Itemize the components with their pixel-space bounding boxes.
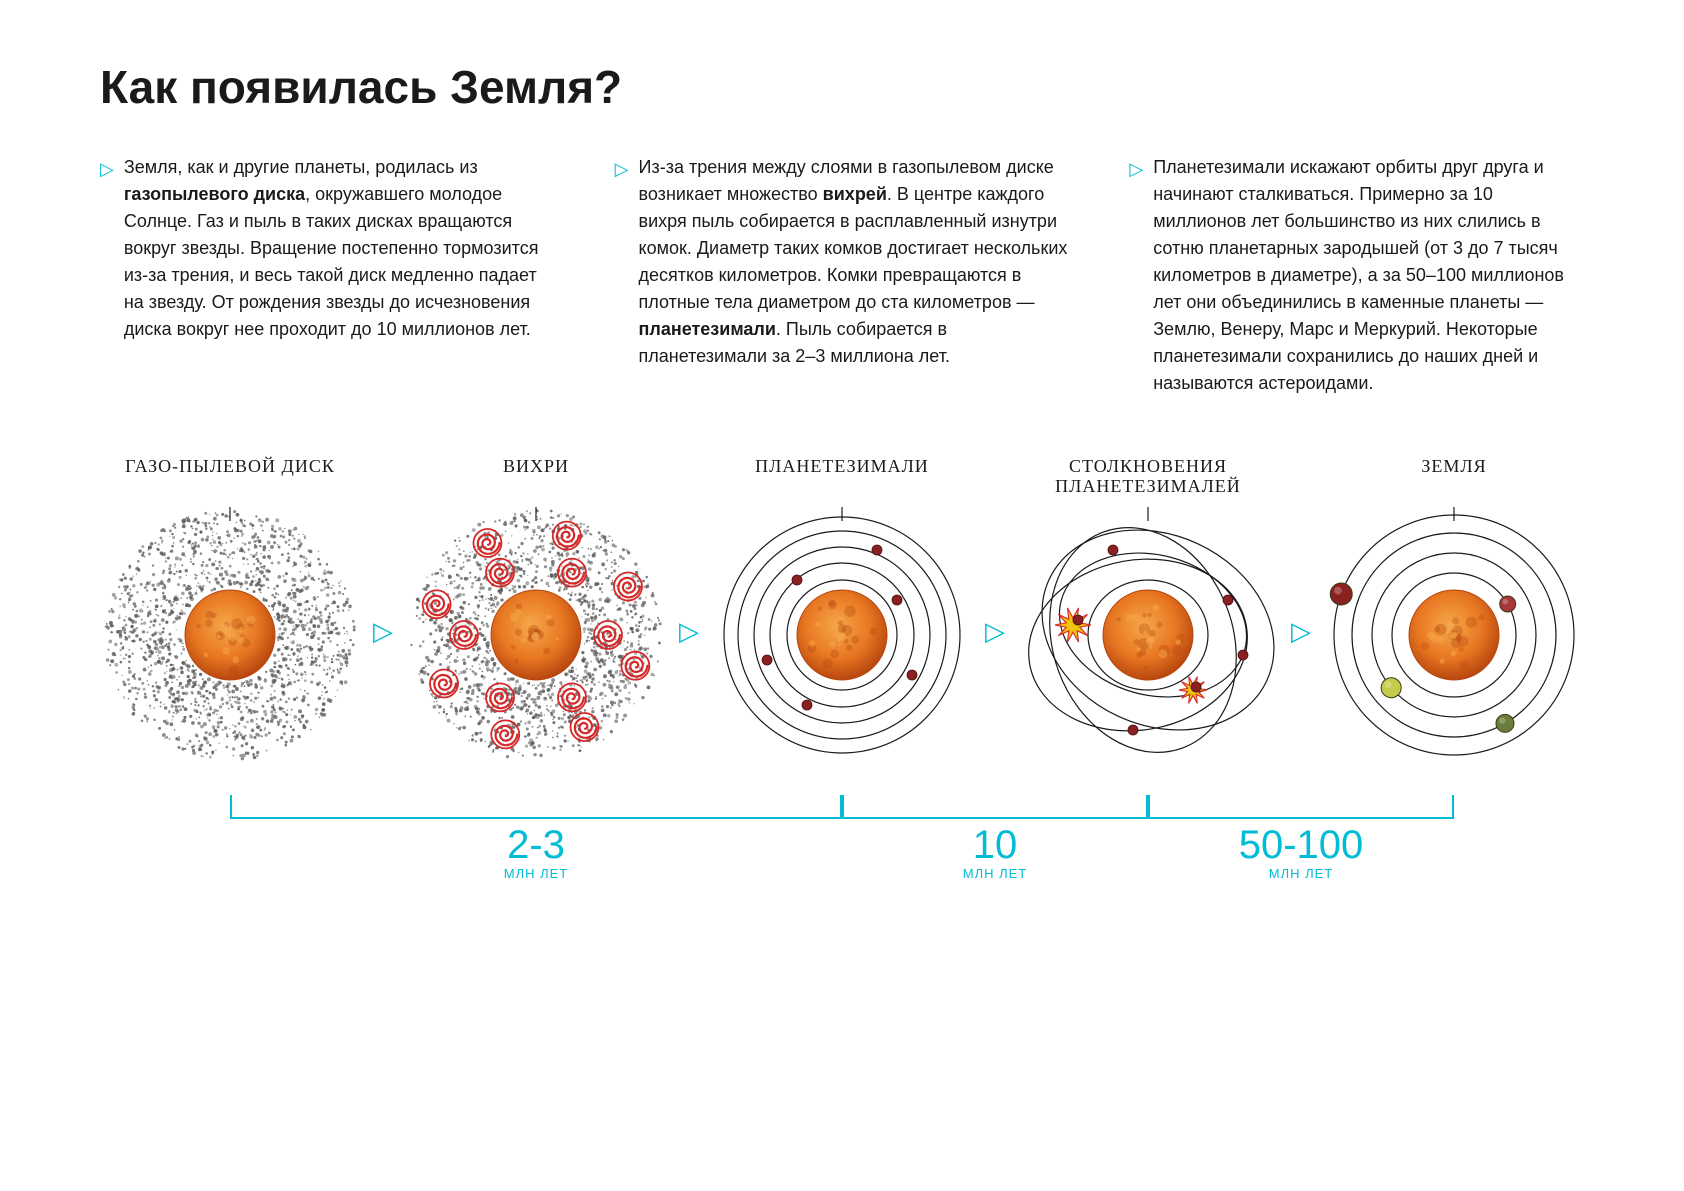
column-3: ▷ Планетезимали искажают орбиты друг дру… (1129, 154, 1584, 397)
stage-label: ВИХРИ (503, 457, 569, 501)
page-title: Как появилась Земля? (100, 60, 1584, 114)
vortex-illustration (406, 505, 666, 765)
earth-illustration (1324, 505, 1584, 765)
stage-label: СТОЛКНОВЕНИЯ ПЛАНЕТЕЗИМАЛЕЙ (1018, 457, 1278, 501)
arrow-icon: ▷ (673, 616, 705, 647)
stage-collisions: СТОЛКНОВЕНИЯ ПЛАНЕТЕЗИМАЛЕЙ (1018, 457, 1278, 765)
stage-label: ГАЗО-ПЫЛЕВОЙ ДИСК (125, 457, 335, 501)
stage-vortex: ВИХРИ (406, 457, 666, 765)
timeline-label: 2-3МЛН ЛЕТ (456, 825, 616, 880)
timeline: 2-3МЛН ЛЕТ 10МЛН ЛЕТ 50-100МЛН ЛЕТ (100, 795, 1584, 915)
arrow-icon: ▷ (979, 616, 1011, 647)
bullet-icon: ▷ (1129, 156, 1143, 397)
column-1-text: Земля, как и другие планеты, родилась из… (124, 154, 555, 397)
collisions-illustration (1018, 505, 1278, 765)
planetesimals-illustration (712, 505, 972, 765)
infographic-page: Как появилась Земля? ▷ Земля, как и друг… (0, 0, 1684, 1191)
arrow-icon: ▷ (1285, 616, 1317, 647)
column-2-text: Из-за трения между слоями в газопылевом … (639, 154, 1070, 397)
timeline-bracket (1148, 795, 1454, 819)
disk-illustration (100, 505, 360, 765)
stage-planetesimals: ПЛАНЕТЕЗИМАЛИ (712, 457, 972, 765)
diagram-row: ГАЗО-ПЫЛЕВОЙ ДИСК ▷ ВИХРИ ▷ ПЛАНЕТЕЗИМАЛ… (100, 457, 1584, 765)
arrow-icon: ▷ (367, 616, 399, 647)
timeline-label: 10МЛН ЛЕТ (915, 825, 1075, 880)
stage-label: ПЛАНЕТЕЗИМАЛИ (755, 457, 929, 501)
bullet-icon: ▷ (100, 156, 114, 397)
column-1: ▷ Земля, как и другие планеты, родилась … (100, 154, 555, 397)
timeline-bracket (230, 795, 842, 819)
stage-earth: ЗЕМЛЯ (1324, 457, 1584, 765)
timeline-label: 50-100МЛН ЛЕТ (1221, 825, 1381, 880)
stage-label: ЗЕМЛЯ (1421, 457, 1486, 501)
text-columns: ▷ Земля, как и другие планеты, родилась … (100, 154, 1584, 397)
timeline-bracket (842, 795, 1148, 819)
column-3-text: Планетезимали искажают орбиты друг друга… (1153, 154, 1584, 397)
stage-disk: ГАЗО-ПЫЛЕВОЙ ДИСК (100, 457, 360, 765)
column-2: ▷ Из-за трения между слоями в газопылево… (615, 154, 1070, 397)
bullet-icon: ▷ (615, 156, 629, 397)
